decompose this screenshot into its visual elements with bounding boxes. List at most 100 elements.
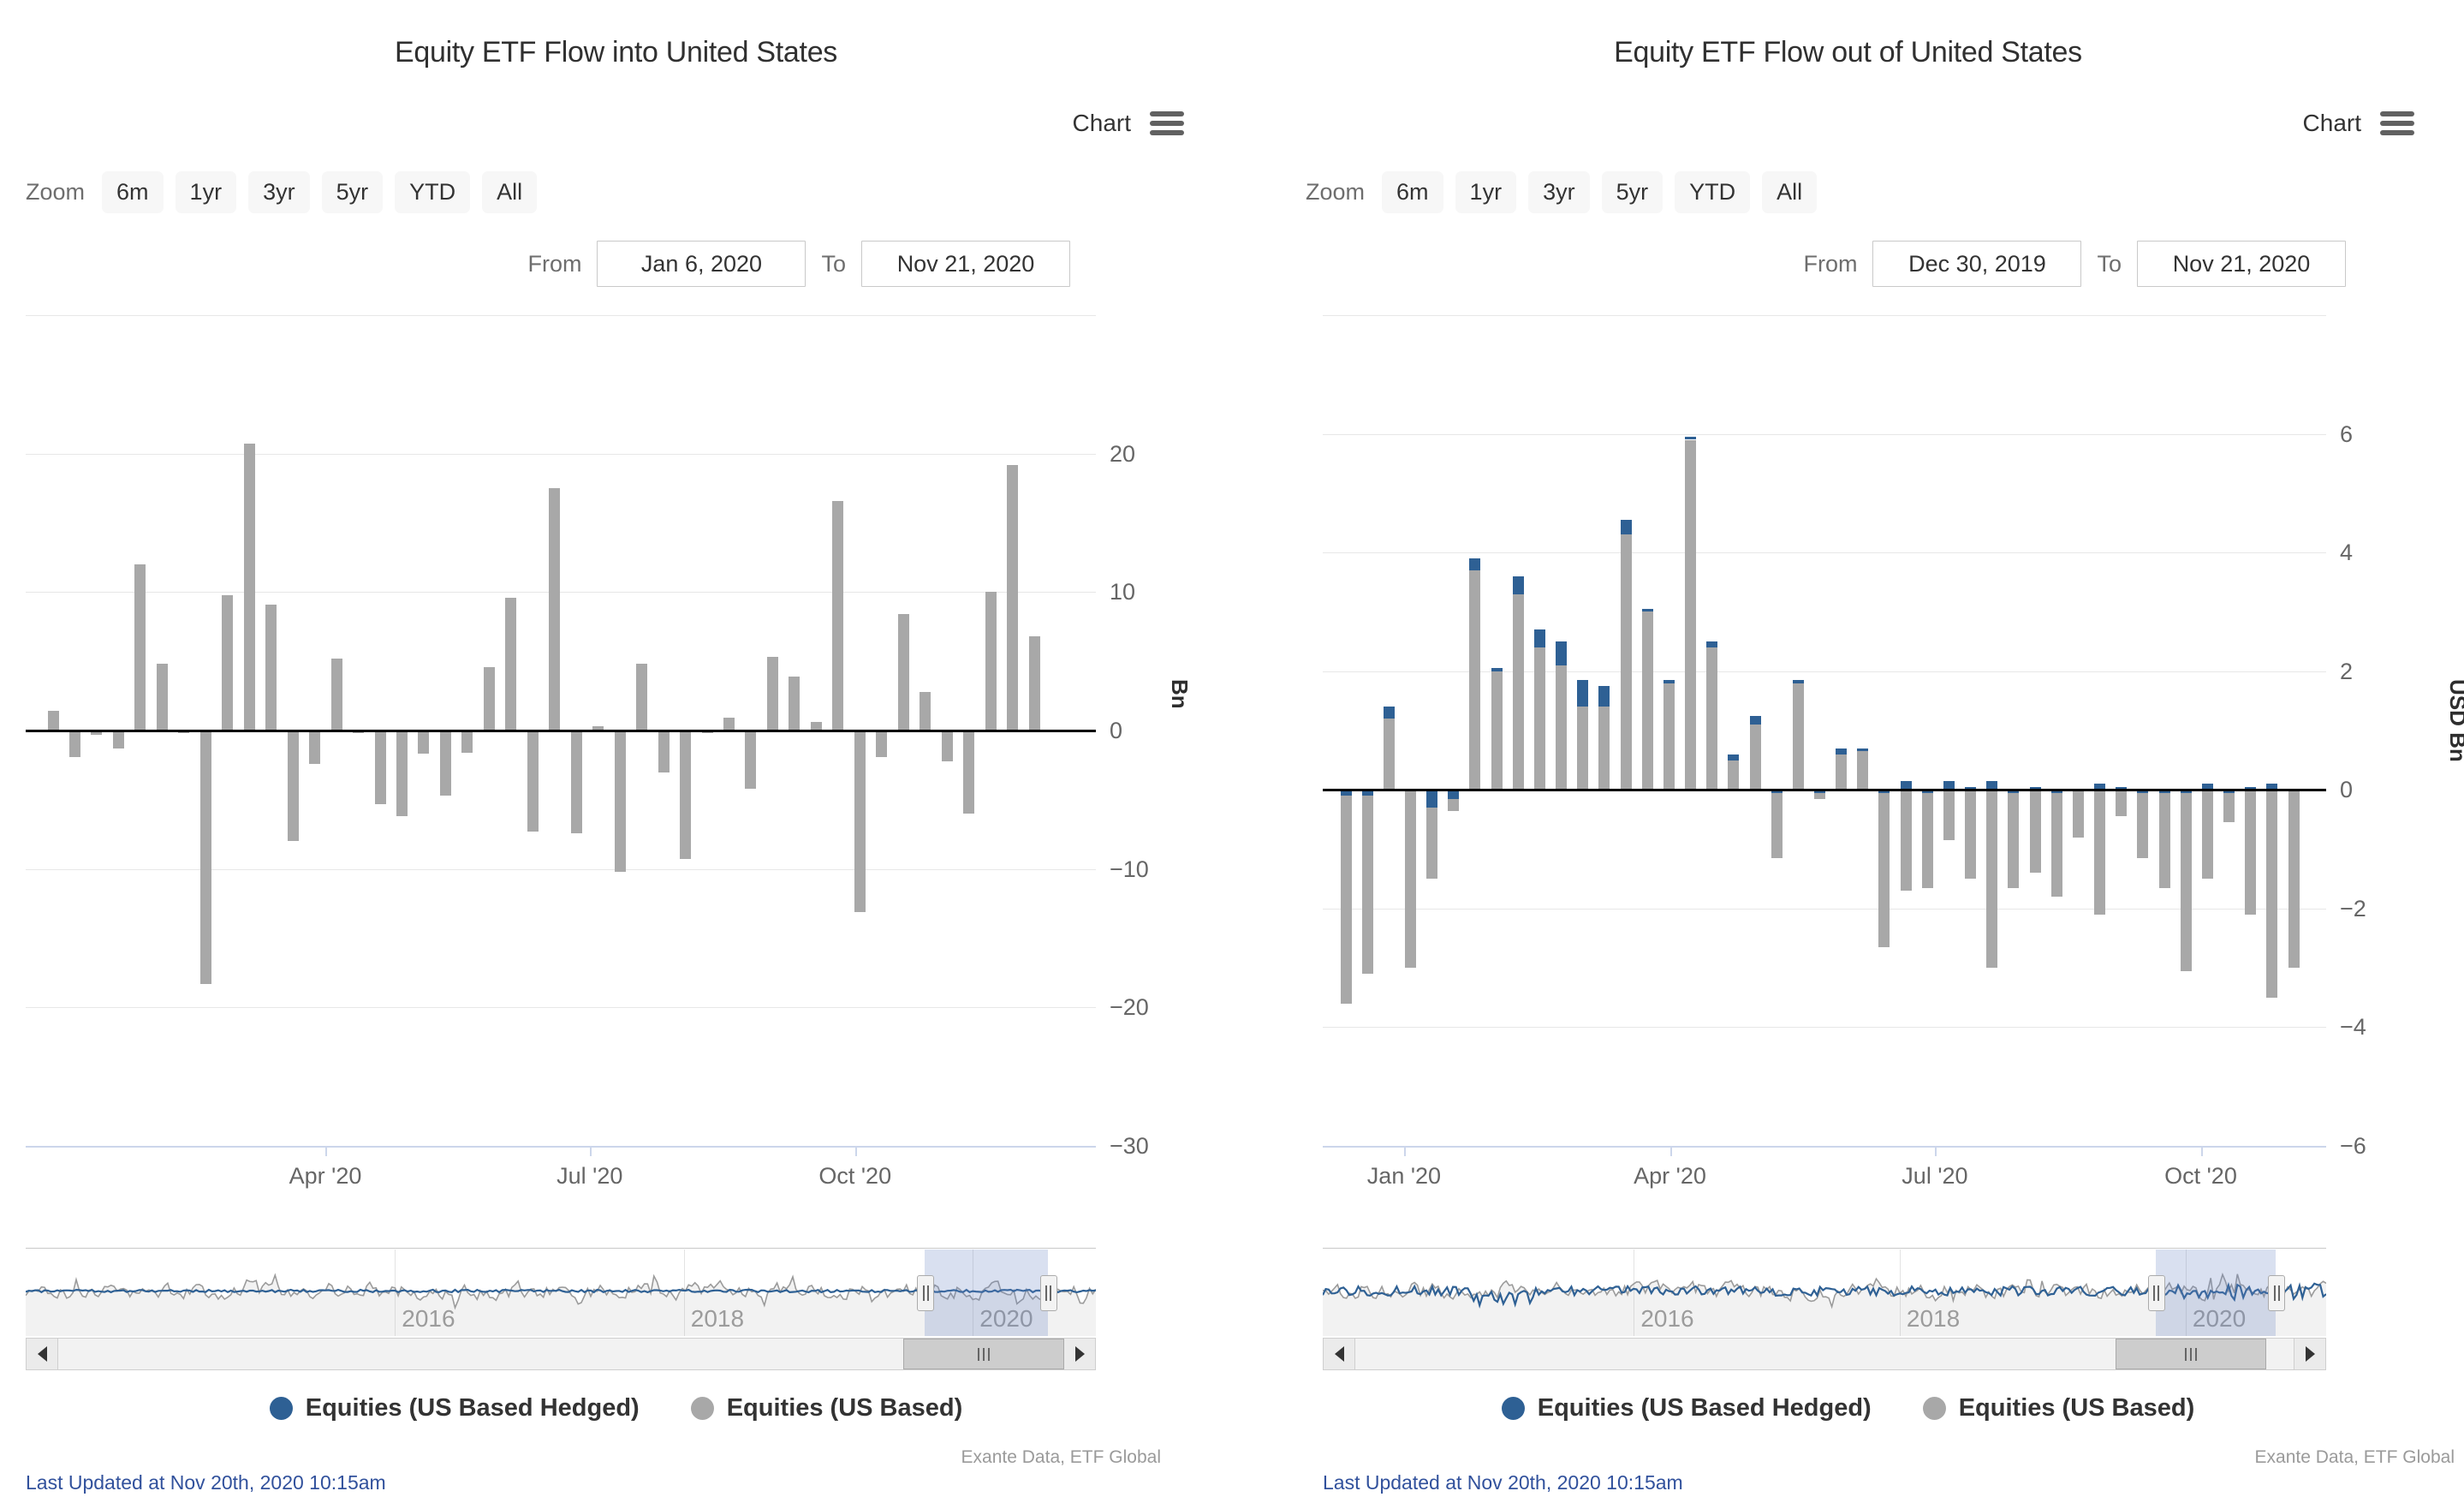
scrollbar-left-arrow-button[interactable] xyxy=(27,1339,58,1369)
zero-gridline xyxy=(26,729,1096,732)
zoom-button-1yr[interactable]: 1yr xyxy=(1455,171,1517,213)
legend-item-label: Equities (US Based) xyxy=(1958,1394,2195,1422)
bar-us-based xyxy=(243,444,255,731)
to-date-input[interactable] xyxy=(861,241,1070,287)
bar-us-based xyxy=(1512,593,1524,790)
thumb-grip-line xyxy=(2190,1347,2193,1361)
zoom-button-3yr[interactable]: 3yr xyxy=(248,171,310,213)
bar-us-based xyxy=(1943,790,1955,841)
chart-menu[interactable]: Chart xyxy=(2303,110,2414,137)
bar-us-based-hedged xyxy=(1577,680,1589,707)
handle-grip-line xyxy=(1050,1285,1052,1301)
navigator[interactable]: 2016 2018 2020 xyxy=(1323,1248,2326,1336)
zoom-button-6m[interactable]: 6m xyxy=(1382,171,1443,213)
bar-us-based xyxy=(1836,754,1848,790)
legend-item-us-based-hedged[interactable]: Equities (US Based Hedged) xyxy=(1501,1394,1872,1422)
scrollbar-thumb[interactable] xyxy=(902,1339,1064,1369)
bar-us-based xyxy=(156,664,168,731)
zoom-button-6m[interactable]: 6m xyxy=(102,171,164,213)
navigator-selected-range[interactable] xyxy=(925,1249,1048,1336)
zoom-button-5yr[interactable]: 5yr xyxy=(1601,171,1663,213)
scrollbar-right-arrow-button[interactable] xyxy=(2294,1339,2325,1369)
x-axis-tick xyxy=(2200,1146,2203,1156)
from-date-input[interactable] xyxy=(597,241,806,287)
navigator-left-handle[interactable] xyxy=(2147,1274,2165,1311)
bar-us-based xyxy=(1749,725,1761,790)
scrollbar-thumb[interactable] xyxy=(2116,1339,2267,1369)
bar-us-based xyxy=(91,731,103,735)
bar-us-based xyxy=(353,731,365,734)
bar-us-based-hedged xyxy=(2180,790,2192,793)
zoom-button-all[interactable]: All xyxy=(1762,171,1818,213)
plot-area xyxy=(1323,315,2326,1156)
x-axis-tick xyxy=(325,1146,327,1156)
from-date-input[interactable] xyxy=(1872,241,2082,287)
bar-us-based xyxy=(330,658,342,731)
hamburger-menu-icon[interactable] xyxy=(1150,111,1184,135)
handle-grip-line xyxy=(2153,1285,2156,1301)
bar-us-based xyxy=(2245,790,2257,915)
y-axis-tick-label: 0 xyxy=(2340,777,2354,803)
right-arrow-icon xyxy=(2305,1346,2315,1362)
bar-us-based xyxy=(1641,611,1653,790)
bar-us-based xyxy=(2288,790,2300,969)
hamburger-menu-icon[interactable] xyxy=(2380,111,2414,135)
y-axis-tick-label: 0 xyxy=(1110,718,1123,743)
bar-us-based xyxy=(1878,792,1890,947)
bar-us-based-hedged xyxy=(2008,790,2020,793)
left-arrow-icon xyxy=(1334,1346,1344,1362)
zoom-button-all[interactable]: All xyxy=(482,171,538,213)
bar-us-based-hedged xyxy=(2094,784,2106,790)
bar-us-based xyxy=(1598,707,1610,790)
bar-us-based xyxy=(1426,808,1438,880)
bar-us-based xyxy=(1404,790,1416,969)
bar-us-based xyxy=(2050,792,2062,897)
bar-us-based xyxy=(2180,792,2192,971)
right-arrow-icon xyxy=(1074,1346,1085,1362)
scrollbar[interactable] xyxy=(1323,1338,2326,1370)
date-range-row: From To xyxy=(1803,241,2346,287)
thumb-grip-line xyxy=(2185,1347,2187,1361)
to-label: To xyxy=(2097,250,2122,277)
zoom-button-5yr[interactable]: 5yr xyxy=(321,171,384,213)
to-date-input[interactable] xyxy=(2137,241,2346,287)
bar-us-based-hedged xyxy=(2266,784,2278,790)
navigator[interactable]: 2016 2018 2020 xyxy=(26,1248,1096,1336)
hamburger-bar xyxy=(1150,130,1184,135)
scrollbar-left-arrow-button[interactable] xyxy=(1324,1339,1355,1369)
navigator-left-handle[interactable] xyxy=(917,1274,934,1311)
bar-us-based-hedged xyxy=(1533,629,1545,647)
legend-item-us-based[interactable]: Equities (US Based) xyxy=(690,1394,962,1422)
chart-menu[interactable]: Chart xyxy=(1073,110,1184,137)
y-axis-tick-label: −20 xyxy=(1110,994,1149,1021)
x-axis-tick-label: Jul '20 xyxy=(556,1163,623,1189)
zoom-button-1yr[interactable]: 1yr xyxy=(175,171,237,213)
navigator-selected-range[interactable] xyxy=(2155,1249,2277,1336)
plot-top-border xyxy=(26,315,1096,316)
scrollbar[interactable] xyxy=(26,1338,1096,1370)
hamburger-bar xyxy=(2380,130,2414,135)
bar-us-based xyxy=(1900,790,1912,892)
navigator-right-handle[interactable] xyxy=(2268,1274,2286,1311)
y-axis-title: Bn xyxy=(1167,679,1193,709)
bar-us-based-hedged xyxy=(2116,786,2128,790)
chart-title: Equity ETF Flow into United States xyxy=(394,36,838,69)
bar-us-based-hedged xyxy=(1921,790,1933,793)
zoom-button-ytd[interactable]: YTD xyxy=(395,171,471,213)
gridline xyxy=(1323,671,2326,672)
bar-us-based xyxy=(854,731,866,912)
to-label: To xyxy=(821,250,846,277)
hamburger-bar xyxy=(1150,111,1184,116)
gridline xyxy=(1323,1027,2326,1029)
legend-marker-icon xyxy=(1501,1397,1525,1420)
zoom-button-3yr[interactable]: 3yr xyxy=(1528,171,1590,213)
navigator-top-border xyxy=(26,1248,1096,1249)
scrollbar-right-arrow-button[interactable] xyxy=(1063,1339,1095,1369)
legend-item-us-based-hedged[interactable]: Equities (US Based Hedged) xyxy=(269,1394,640,1422)
thumb-grip-line xyxy=(2195,1347,2198,1361)
bar-us-based xyxy=(1857,751,1869,790)
bar-us-based xyxy=(658,731,670,772)
legend-item-us-based[interactable]: Equities (US Based) xyxy=(1922,1394,2195,1422)
navigator-right-handle[interactable] xyxy=(1039,1274,1057,1311)
zoom-button-ytd[interactable]: YTD xyxy=(1675,171,1751,213)
